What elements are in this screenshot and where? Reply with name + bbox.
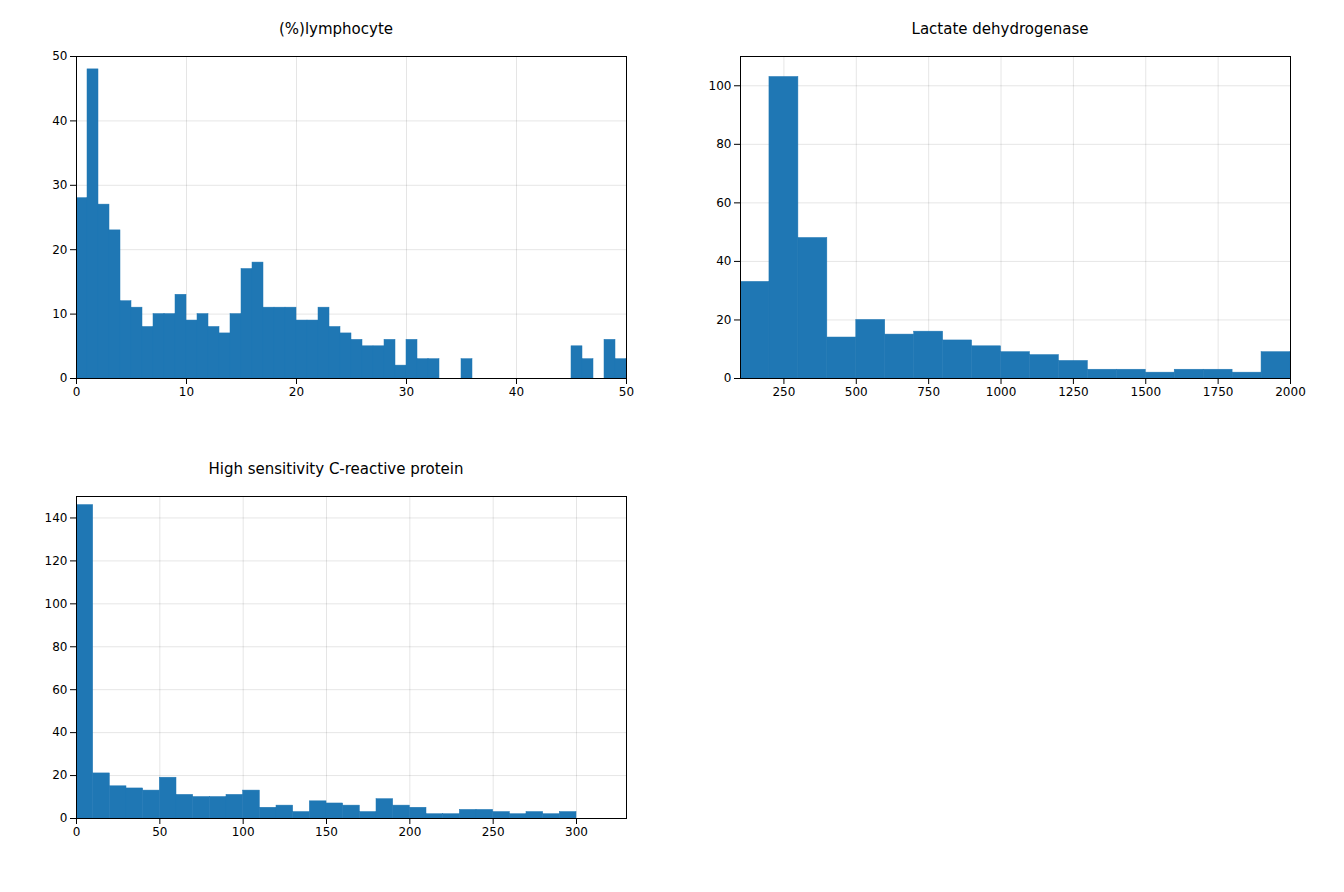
svg-text:0: 0 xyxy=(73,825,81,839)
svg-text:0: 0 xyxy=(73,385,81,399)
svg-text:1750: 1750 xyxy=(1203,385,1234,399)
svg-text:250: 250 xyxy=(772,385,795,399)
svg-text:500: 500 xyxy=(845,385,868,399)
svg-text:1250: 1250 xyxy=(1058,385,1089,399)
svg-text:2000: 2000 xyxy=(1275,385,1306,399)
svg-text:0: 0 xyxy=(60,811,68,825)
svg-text:0: 0 xyxy=(724,371,732,385)
svg-text:1000: 1000 xyxy=(986,385,1017,399)
svg-text:40: 40 xyxy=(716,254,731,268)
svg-text:30: 30 xyxy=(52,178,67,192)
html-text:(%)lymphocyte: (%)lymphocyte xyxy=(279,20,393,38)
html-text:High sensitivity C-reactive pr: High sensitivity C-reactive protein xyxy=(208,460,464,478)
svg-text:250: 250 xyxy=(482,825,505,839)
svg-text:10: 10 xyxy=(52,307,67,321)
svg-text:300: 300 xyxy=(565,825,588,839)
svg-text:750: 750 xyxy=(917,385,940,399)
svg-text:20: 20 xyxy=(289,385,304,399)
svg-text:150: 150 xyxy=(315,825,338,839)
svg-text:1500: 1500 xyxy=(1130,385,1161,399)
svg-text:60: 60 xyxy=(52,683,67,697)
svg-text:30: 30 xyxy=(399,385,414,399)
svg-text:50: 50 xyxy=(152,825,167,839)
svg-text:200: 200 xyxy=(398,825,421,839)
svg-text:100: 100 xyxy=(232,825,255,839)
svg-text:50: 50 xyxy=(619,385,634,399)
svg-text:40: 40 xyxy=(509,385,524,399)
svg-text:100: 100 xyxy=(45,597,68,611)
svg-text:40: 40 xyxy=(52,725,67,739)
svg-text:20: 20 xyxy=(52,768,67,782)
svg-text:40: 40 xyxy=(52,114,67,128)
svg-text:0: 0 xyxy=(60,371,68,385)
svg-text:10: 10 xyxy=(179,385,194,399)
svg-text:120: 120 xyxy=(45,554,68,568)
svg-text:80: 80 xyxy=(52,640,67,654)
svg-text:80: 80 xyxy=(716,137,731,151)
svg-text:20: 20 xyxy=(52,243,67,257)
svg-text:100: 100 xyxy=(709,79,732,93)
svg-text:50: 50 xyxy=(52,49,67,63)
html-text:Lactate dehydrogenase: Lactate dehydrogenase xyxy=(911,20,1089,38)
svg-text:140: 140 xyxy=(45,511,68,525)
svg-text:20: 20 xyxy=(716,313,731,327)
svg-text:60: 60 xyxy=(716,196,731,210)
